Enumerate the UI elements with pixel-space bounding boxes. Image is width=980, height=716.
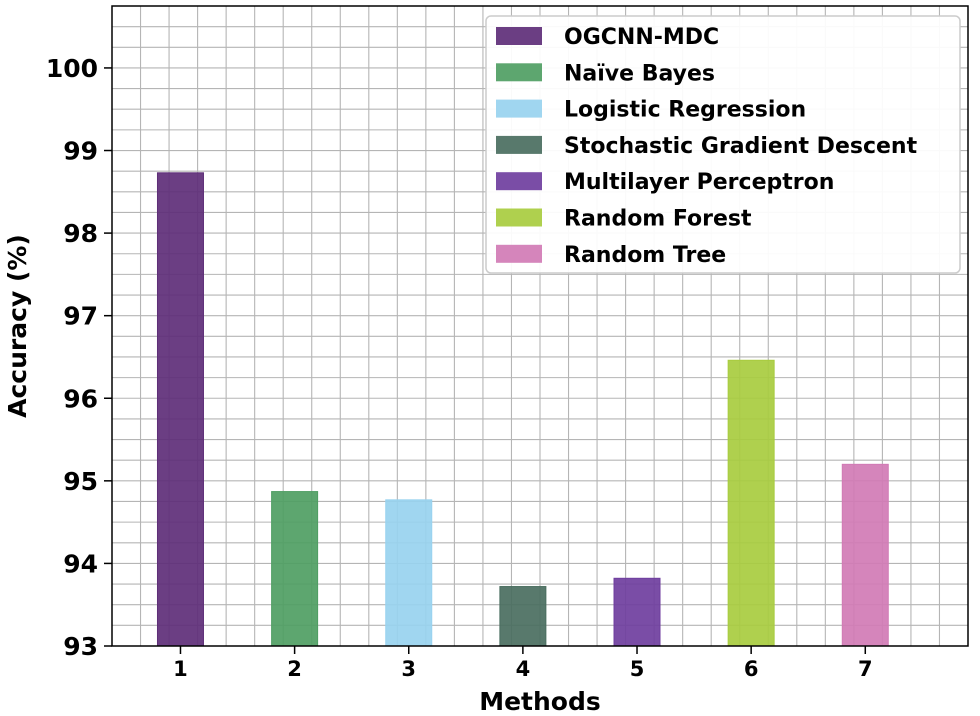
y-tick-label: 99 — [63, 137, 98, 166]
x-tick-label: 4 — [516, 657, 531, 681]
y-tick-label: 100 — [46, 54, 98, 83]
legend-label: Random Forest — [564, 207, 752, 232]
x-tick-label: 6 — [744, 657, 759, 681]
y-axis-title: Accuracy (%) — [3, 234, 32, 418]
x-tick-label: 1 — [173, 657, 188, 681]
legend-swatch — [496, 135, 542, 154]
bar-2 — [271, 491, 319, 647]
legend-label: Multilayer Perceptron — [564, 170, 834, 195]
legend-swatch — [496, 27, 542, 45]
legend-box — [485, 15, 961, 274]
x-axis: 1 2 3 4 5 6 7 — [173, 646, 873, 681]
bars — [156, 172, 889, 647]
x-axis-title: Methods — [479, 687, 601, 716]
legend-swatch — [496, 99, 542, 118]
legend-swatch — [496, 244, 542, 263]
y-tick-label: 96 — [63, 384, 98, 413]
bar-5 — [613, 577, 661, 647]
legend-label: Stochastic Gradient Descent — [564, 134, 918, 159]
y-axis: 93 94 95 96 97 98 99 100 — [46, 54, 112, 661]
x-tick-label: 2 — [287, 657, 302, 681]
x-tick-label: 7 — [858, 657, 873, 681]
legend-swatch — [496, 63, 542, 82]
x-tick-label: 5 — [630, 657, 645, 681]
bar-6 — [727, 359, 775, 647]
plot-frame — [111, 5, 969, 647]
bar-7 — [841, 463, 889, 647]
legend-swatch — [496, 172, 542, 191]
legend-swatch — [496, 208, 542, 227]
x-tick-label: 3 — [401, 657, 416, 681]
legend-label: OGCNN-MDC — [564, 25, 719, 50]
bar-4 — [499, 586, 547, 647]
bar-1 — [156, 172, 204, 647]
legend-label: Random Tree — [564, 243, 726, 268]
legend-label: Logistic Regression — [564, 98, 806, 123]
y-tick-label: 93 — [63, 632, 98, 661]
y-tick-label: 98 — [63, 219, 98, 248]
y-tick-label: 97 — [63, 302, 98, 331]
bar-3 — [385, 499, 433, 647]
legend-label: Naïve Bayes — [564, 61, 715, 86]
legend: OGCNN-MDC Naïve Bayes Logistic Regression S… — [485, 15, 961, 274]
y-tick-label: 95 — [63, 467, 98, 496]
y-tick-label: 94 — [63, 549, 98, 578]
